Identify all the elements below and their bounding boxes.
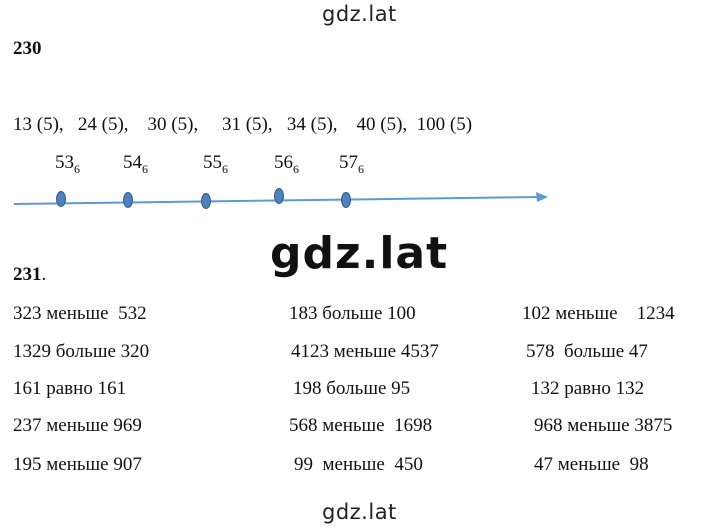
comparison-row: 47 меньше 98	[534, 454, 649, 475]
comparison-row: 183 больше 100	[289, 303, 416, 324]
point-marker-1	[56, 191, 66, 207]
task-230-values: 13 (5), 24 (5), 30 (5), 31 (5), 34 (5), …	[13, 114, 473, 135]
point-marker-4	[274, 188, 284, 204]
comparison-row: 578 больше 47	[526, 341, 648, 362]
comparison-row: 4123 меньше 4537	[291, 341, 439, 362]
point-label-5: 576	[339, 152, 364, 176]
comparison-row: 568 меньше 1698	[289, 415, 433, 436]
watermark-top: gdz.lat	[322, 2, 397, 26]
comparison-row: 195 меньше 907	[13, 454, 142, 475]
comparison-row: 323 меньше 532	[13, 303, 147, 324]
point-marker-3	[201, 193, 211, 209]
comparison-row: 237 меньше 969	[13, 415, 142, 436]
task-230-number: 230	[13, 38, 42, 59]
watermark-middle: gdz.lat	[270, 228, 449, 279]
point-label-3: 556	[203, 152, 228, 176]
point-marker-2	[123, 192, 133, 208]
point-label-2: 546	[123, 152, 148, 176]
point-label-1: 536	[55, 152, 80, 176]
point-label-4: 566	[274, 152, 299, 176]
point-marker-5	[341, 192, 351, 208]
comparison-row: 99 меньше 450	[294, 454, 423, 475]
comparison-row: 132 равно 132	[531, 378, 645, 399]
comparison-row: 1329 больше 320	[13, 341, 150, 362]
comparison-row: 102 меньше 1234	[522, 303, 675, 324]
comparison-row: 968 меньше 3875	[534, 415, 673, 436]
comparison-row: 198 больше 95	[293, 378, 411, 399]
comparison-row: 161 равно 161	[13, 378, 127, 399]
watermark-bottom: gdz.lat	[322, 500, 397, 524]
task-231-heading: 231.	[13, 264, 47, 285]
number-line-arrowhead	[536, 192, 548, 202]
